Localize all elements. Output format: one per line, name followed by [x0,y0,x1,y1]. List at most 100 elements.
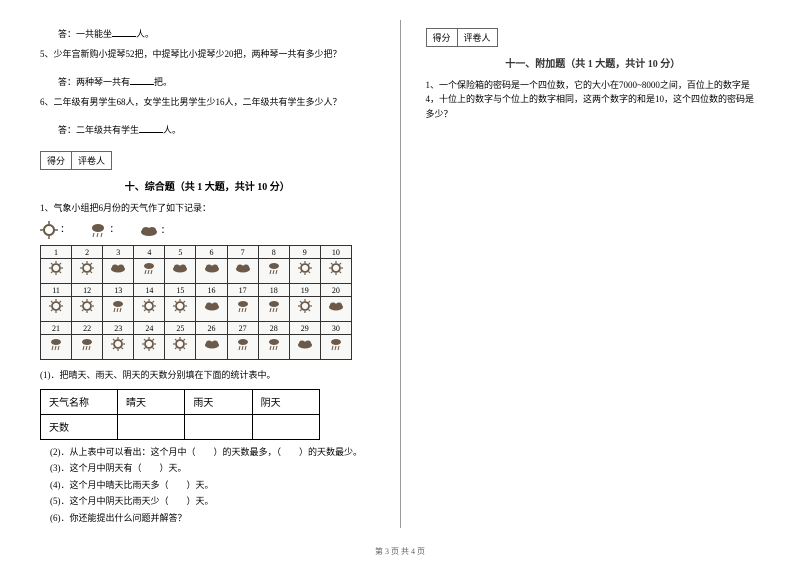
th-sunny: 晴天 [118,389,185,414]
calendar-num-cell: 11 [41,284,72,297]
calendar-cell [134,259,165,284]
calendar-cell [165,259,196,284]
td-cloudy [252,414,319,439]
blank [112,26,136,37]
calendar-num-row: 21222324252627282930 [41,322,351,335]
table-header-row: 天气名称 晴天 雨天 阴天 [41,389,320,414]
calendar-num-cell: 30 [321,322,351,335]
blank [130,74,154,85]
calendar-cell [165,335,196,359]
calendar-num-cell: 21 [41,322,72,335]
calendar-num-cell: 6 [196,246,227,259]
calendar-num-cell: 5 [165,246,196,259]
calendar-cell [290,297,321,322]
calendar-cell [72,297,103,322]
legend-cloudy: ： [139,223,170,238]
score-label: 得分 [426,28,458,47]
legend-sunny: ： [40,221,69,239]
calendar-cell [196,297,227,322]
s10-q1: 1、气象小组把6月份的天气作了如下记录： [40,201,375,215]
calendar-cell [103,335,134,359]
calendar-cell [321,259,351,284]
calendar-cell [259,297,290,322]
weather-icon [111,337,125,353]
sub3: (3)．这个月中阴天有（ ）天。 [40,462,375,476]
weather-icon [142,337,156,353]
legend-text: ： [110,224,119,234]
sub1: (1)．把晴天、雨天、阴天的天数分别填在下面的统计表中。 [40,368,375,382]
blank [139,122,163,133]
page-container: 答：一共能坐人。 5、少年宫新购小提琴52把，中提琴比小提琴少20把，两种琴一共… [0,0,800,538]
calendar-cell [259,335,290,359]
section11-header: 得分 评卷人 [426,20,761,51]
calendar-cell [321,297,351,322]
table-data-row: 天数 [41,414,320,439]
weather-icon [80,261,94,277]
sub6: (6)．你还能提出什么问题并解答？ [40,512,375,526]
s11-q1: 1、一个保险箱的密码是一个四位数，它的大小在7000~8000之间，百位上的数字… [426,78,761,121]
calendar-cell [41,297,72,322]
section10-title: 十、综合题（共 1 大题，共计 10 分） [40,178,375,193]
q4-answer: 答：一共能坐人。 [40,26,375,41]
stats-table: 天气名称 晴天 雨天 阴天 天数 [40,389,320,440]
td-sunny [118,414,185,439]
calendar-cell [72,335,103,359]
calendar-num-cell: 26 [196,322,227,335]
calendar-num-cell: 22 [72,322,103,335]
calendar-cell [165,297,196,322]
calendar-num-cell: 8 [259,246,290,259]
weather-icon [172,262,188,276]
calendar-cell [41,335,72,359]
q6-answer: 答：二年级共有学生人。 [40,122,375,137]
grader-label: 评卷人 [458,28,498,47]
weather-icon [329,337,343,353]
calendar-num-cell: 18 [259,284,290,297]
weather-icon [173,299,187,315]
calendar-num-cell: 10 [321,246,351,259]
calendar-cell [290,259,321,284]
calendar-num-cell: 23 [103,322,134,335]
right-column: 得分 评卷人 十一、附加题（共 1 大题，共计 10 分） 1、一个保险箱的密码… [426,20,761,528]
calendar-num-cell: 24 [134,322,165,335]
score-box: 得分 评卷人 [40,151,112,170]
cloud-icon [139,224,159,238]
calendar-num-row: 11121314151617181920 [41,284,351,297]
calendar-num-cell: 3 [103,246,134,259]
calendar-num-row: 12345678910 [41,246,351,259]
calendar-num-cell: 13 [103,284,134,297]
calendar-cell [72,259,103,284]
q5-text: 5、少年宫新购小提琴52把，中提琴比小提琴少20把，两种琴一共有多少把？ [40,47,375,61]
calendar-cell [290,335,321,359]
weather-icon [142,299,156,315]
calendar-num-cell: 1 [41,246,72,259]
calendar-num-cell: 14 [134,284,165,297]
weather-icon [235,262,251,276]
calendar-cell [134,335,165,359]
th-rainy: 雨天 [185,389,252,414]
weather-icon [204,300,220,314]
calendar-cell [228,297,259,322]
weather-icon [80,299,94,315]
calendar-num-cell: 19 [290,284,321,297]
calendar-num-cell: 25 [165,322,196,335]
calendar-num-cell: 12 [72,284,103,297]
weather-calendar: 1234567891011121314151617181920212223242… [40,245,352,360]
weather-icon [49,261,63,277]
calendar-num-cell: 16 [196,284,227,297]
legend-text: ： [60,224,69,234]
calendar-cell [103,259,134,284]
weather-icon [111,299,125,315]
column-divider [400,20,401,528]
weather-icon [49,337,63,353]
calendar-cell [134,297,165,322]
weather-icon [204,262,220,276]
td-label: 天数 [41,414,118,439]
legend-text: ： [161,225,170,235]
calendar-row [41,297,351,322]
calendar-num-cell: 9 [290,246,321,259]
weather-icon [236,299,250,315]
calendar-num-cell: 4 [134,246,165,259]
weather-icon [236,337,250,353]
calendar-cell [103,297,134,322]
weather-icon [297,338,313,352]
